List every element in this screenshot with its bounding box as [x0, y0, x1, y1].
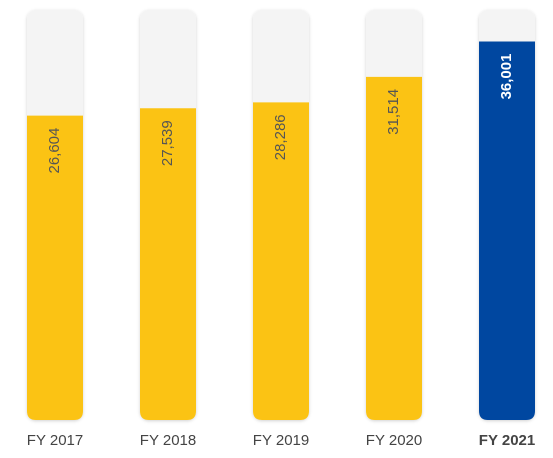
bar — [253, 102, 309, 420]
x-tick-label: FY 2018 — [140, 432, 196, 449]
x-tick-label: FY 2019 — [253, 432, 309, 449]
value-label: 27,539 — [159, 120, 176, 166]
value-label: 36,001 — [498, 54, 515, 100]
value-label: 26,604 — [46, 128, 63, 174]
bar — [366, 76, 422, 420]
bar — [140, 108, 196, 421]
x-tick-label: FY 2020 — [366, 432, 422, 449]
x-tick-label: FY 2021 — [479, 432, 535, 449]
value-label: 28,286 — [272, 114, 289, 160]
bar — [27, 115, 83, 420]
bar — [479, 41, 535, 420]
x-tick-label: FY 2017 — [27, 432, 83, 449]
value-label: 31,514 — [385, 89, 402, 135]
